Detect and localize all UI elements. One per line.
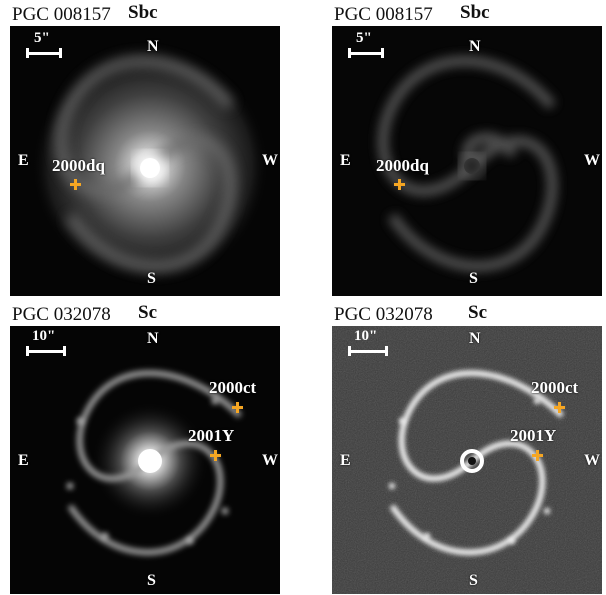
- supernova-label: 2001Y: [188, 426, 235, 445]
- panel-pgc008157-processed: PGC 008157 Sbc 5" N S E W 2000dq: [332, 2, 602, 296]
- galaxy-type: Sbc: [128, 2, 158, 23]
- panel-caption: PGC 032078 Sc: [332, 302, 602, 326]
- scale-bar: [26, 48, 62, 58]
- supernova-label: 2000dq: [376, 156, 429, 175]
- galaxy-type: Sc: [468, 302, 487, 323]
- scale-label: 5": [34, 30, 50, 46]
- galaxy-image: 10" N S E W 2000ct 2001Y: [10, 326, 280, 594]
- supernova-marker: [532, 450, 543, 461]
- panel-pgc008157-original: PGC 008157 Sbc: [10, 2, 280, 296]
- scale-label: 5": [356, 30, 372, 46]
- panel-caption: PGC 008157 Sbc: [10, 2, 280, 26]
- direction-east: E: [18, 152, 29, 169]
- supernova-marker: [232, 402, 243, 413]
- scale-bar: [26, 346, 66, 356]
- galaxy-rendering: [10, 326, 280, 594]
- galaxy-image: 5" N S E W 2000dq: [10, 26, 280, 296]
- panel-pgc032078-processed: PGC 032078 Sc: [332, 302, 602, 595]
- supernova-marker: [210, 450, 221, 461]
- galaxy-name: PGC 032078: [12, 304, 111, 325]
- supernova-label: 2000dq: [52, 156, 105, 175]
- direction-east: E: [340, 452, 351, 469]
- direction-south: S: [147, 572, 156, 589]
- direction-north: N: [469, 330, 481, 347]
- direction-west: W: [262, 152, 278, 169]
- scale-label: 10": [354, 328, 378, 344]
- direction-east: E: [340, 152, 351, 169]
- galaxy-rendering: [332, 326, 602, 594]
- direction-south: S: [469, 572, 478, 589]
- supernova-marker: [70, 179, 81, 190]
- direction-north: N: [147, 330, 159, 347]
- supernova-label: 2000ct: [531, 378, 579, 397]
- supernova-label: 2000ct: [209, 378, 257, 397]
- panel-pgc032078-original: PGC 032078 Sc: [10, 302, 280, 595]
- direction-east: E: [18, 452, 29, 469]
- panel-caption: PGC 008157 Sbc: [332, 2, 602, 26]
- direction-south: S: [147, 270, 156, 287]
- supernova-label: 2001Y: [510, 426, 557, 445]
- supernova-marker: [394, 179, 405, 190]
- direction-west: W: [262, 452, 278, 469]
- galaxy-rendering: [10, 26, 280, 296]
- scale-label: 10": [32, 328, 56, 344]
- galaxy-name: PGC 008157: [334, 4, 433, 25]
- supernova-marker: [554, 402, 565, 413]
- panel-caption: PGC 032078 Sc: [10, 302, 280, 326]
- galaxy-type: Sbc: [460, 2, 490, 23]
- direction-west: W: [584, 152, 600, 169]
- direction-north: N: [469, 38, 481, 55]
- galaxy-name: PGC 008157: [12, 4, 111, 25]
- galaxy-rendering: [332, 26, 602, 296]
- direction-south: S: [469, 270, 478, 287]
- scale-bar: [348, 346, 388, 356]
- scale-bar: [348, 48, 384, 58]
- direction-west: W: [584, 452, 600, 469]
- galaxy-image: 5" N S E W 2000dq: [332, 26, 602, 296]
- direction-north: N: [147, 38, 159, 55]
- galaxy-name: PGC 032078: [334, 304, 433, 325]
- galaxy-image: 10" N S E W 2000ct 2001Y: [332, 326, 602, 594]
- galaxy-type: Sc: [138, 302, 157, 323]
